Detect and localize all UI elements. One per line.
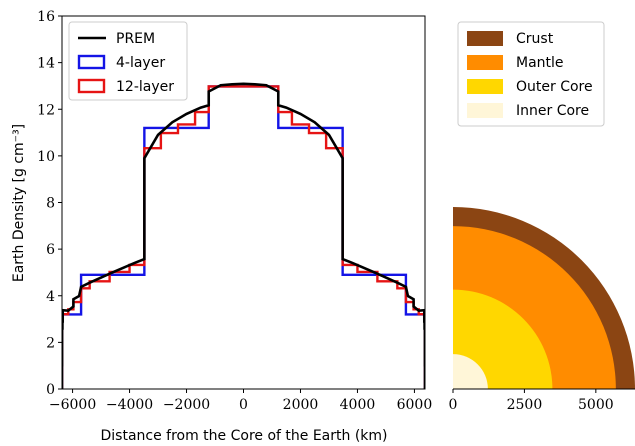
y-tick-label: 4 (46, 289, 55, 305)
layers-legend-label-mantle: Mantle (516, 55, 564, 71)
layers-legend-label-crust: Crust (516, 31, 554, 47)
density-y-axis: 0 2 4 6 8 10 12 14 16 (37, 9, 62, 398)
series-line-12-layer (62, 85, 425, 389)
layers-legend-swatch-mantle (467, 55, 503, 70)
layers-legend-swatch-inner-core (467, 103, 503, 118)
x-tick-label: 4000 (340, 397, 376, 413)
legend-label-prem: PREM (116, 31, 155, 47)
x-axis-label: Distance from the Core of the Earth (km) (100, 428, 387, 444)
x-tick-label: −2000 (163, 397, 210, 413)
y-tick-label: 12 (37, 102, 55, 118)
x-tick-label: 0 (239, 397, 248, 413)
density-legend: PREM 4-layer 12-layer (68, 21, 188, 101)
layers-legend-frame (457, 21, 605, 127)
layers-x-tick-label: 5000 (578, 397, 614, 413)
earth-layers-x-axis: 0 2500 5000 (449, 388, 635, 413)
layers-x-tick-label: 0 (449, 397, 458, 413)
layer-outer-core (453, 289, 553, 389)
y-tick-label: 6 (46, 242, 55, 258)
density-profile-chart: −6000 −4000 −2000 0 2000 4000 6000 0 2 4 6 8 10 12 14… (11, 9, 432, 444)
layers-legend-swatch-crust (467, 31, 503, 46)
y-tick-label: 10 (37, 149, 55, 165)
series-line-prem (62, 82, 425, 389)
layers-legend-swatch-outer-core (467, 79, 503, 94)
earth-layers-plot-area (453, 207, 635, 389)
series-line-4-layer (62, 85, 425, 389)
x-tick-label: −6000 (49, 397, 96, 413)
earth-layers-chart: 0 2500 5000 Crust Mantle Outer Core Inner Cor… (449, 21, 635, 413)
layer-inner-core (453, 354, 488, 389)
density-plot-area (62, 82, 425, 389)
legend-label-12-layer: 12-layer (116, 79, 174, 95)
x-tick-label: −4000 (106, 397, 153, 413)
legend-swatch-12-layer (77, 78, 106, 94)
layers-x-tick-label: 2500 (507, 397, 543, 413)
y-axis-label: Earth Density [g cm⁻³] (11, 124, 27, 282)
density-x-axis: −6000 −4000 −2000 0 2000 4000 6000 (49, 389, 432, 413)
y-tick-label: 8 (46, 196, 55, 212)
density-series-group (62, 82, 425, 389)
legend-swatch-4-layer (77, 54, 106, 70)
legend-label-4-layer: 4-layer (116, 55, 165, 71)
layers-legend-label-outer-core: Outer Core (516, 79, 593, 95)
x-tick-label: 6000 (397, 397, 433, 413)
layers-legend-label-inner-core: Inner Core (516, 103, 589, 119)
y-tick-label: 16 (37, 9, 55, 25)
y-tick-label: 14 (37, 56, 55, 72)
earth-layers-legend: Crust Mantle Outer Core Inner Core (457, 21, 605, 127)
y-tick-label: 2 (46, 335, 55, 351)
y-tick-label: 0 (46, 382, 55, 398)
x-tick-label: 2000 (283, 397, 319, 413)
